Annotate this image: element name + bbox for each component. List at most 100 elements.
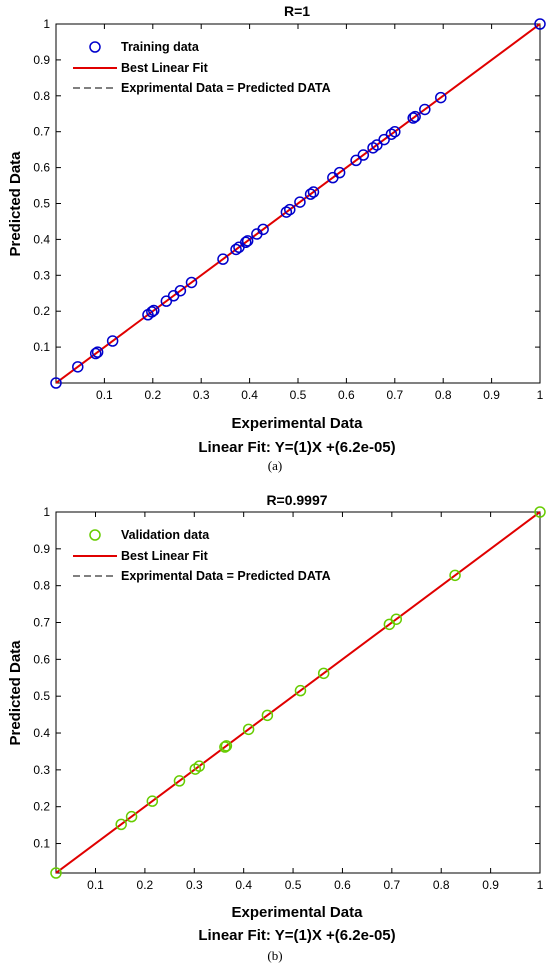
data-point xyxy=(419,103,431,116)
data-point xyxy=(174,284,187,297)
x-tick-label: 0.8 xyxy=(433,878,450,892)
y-axis-ticks: 0.1 0.2 0.3 0.4 0.5 0.6 0.7 0.8 0.9 1 xyxy=(33,505,540,851)
x-tick-label: 0.5 xyxy=(285,878,302,892)
data-point xyxy=(389,125,401,138)
data-point xyxy=(407,112,419,124)
data-point xyxy=(307,186,320,198)
legend-entry-identity: Exprimental Data = Predicted DATA xyxy=(121,569,331,583)
y-tick-label: 0.9 xyxy=(33,53,50,67)
x-tick-label: 0.6 xyxy=(338,388,355,402)
data-point xyxy=(350,154,362,167)
data-point xyxy=(371,139,383,151)
y-tick-label: 0.1 xyxy=(33,340,50,354)
data-point xyxy=(333,166,346,179)
data-point xyxy=(534,18,546,30)
y-tick-label: 0.8 xyxy=(33,579,50,593)
panel-caption: (a) xyxy=(268,458,282,473)
panel-b: R=0.9997 0.1 0.2 0.3 0.4 0.5 0.6 0.7 0.8 0.9 1 0.… xyxy=(7,492,546,963)
y-tick-label: 0.4 xyxy=(33,726,50,740)
plot-area-frame xyxy=(55,511,541,874)
data-point xyxy=(317,667,330,680)
legend: Training data Best Linear Fit Exprimenta… xyxy=(73,40,331,95)
legend-marker-circle xyxy=(89,41,101,53)
x-tick-label: 0.3 xyxy=(193,388,210,402)
validation-data-points xyxy=(50,506,546,879)
best-fit-line xyxy=(55,23,541,384)
y-tick-label: 0.3 xyxy=(33,763,50,777)
y-tick-label: 0.8 xyxy=(33,89,50,103)
data-point xyxy=(239,236,252,249)
legend-entry-validation: Validation data xyxy=(121,528,210,542)
data-point xyxy=(193,760,205,772)
x-tick-label: 0.8 xyxy=(435,388,452,402)
data-point xyxy=(242,723,255,736)
data-point xyxy=(91,346,104,358)
legend-marker-circle xyxy=(89,529,101,541)
y-tick-label: 0.5 xyxy=(33,197,50,211)
data-point xyxy=(146,306,158,318)
y-tick-label: 0.7 xyxy=(33,616,50,630)
data-point xyxy=(449,569,461,582)
y-tick-label: 0.5 xyxy=(33,689,50,703)
y-axis-label: Predicted Data xyxy=(7,151,24,257)
x-tick-label: 0.2 xyxy=(144,388,161,402)
y-tick-label: 1 xyxy=(43,17,50,31)
x-tick-label: 0.1 xyxy=(96,388,113,402)
data-point xyxy=(257,223,269,236)
data-point xyxy=(241,235,254,247)
data-point xyxy=(72,361,84,373)
data-point xyxy=(106,335,119,347)
data-point xyxy=(304,188,317,200)
legend-entry-training: Training data xyxy=(121,40,200,54)
data-point xyxy=(220,740,233,752)
data-point xyxy=(230,243,242,256)
y-tick-label: 0.6 xyxy=(33,652,50,666)
data-point xyxy=(390,613,403,625)
data-point xyxy=(284,203,296,216)
x-tick-label: 0.3 xyxy=(186,878,203,892)
y-tick-label: 0.7 xyxy=(33,125,50,139)
data-point xyxy=(115,818,127,831)
x-tick-label: 1 xyxy=(537,878,544,892)
data-point xyxy=(261,709,274,722)
y-tick-label: 0.2 xyxy=(33,304,50,318)
legend: Validation data Best Linear Fit Exprimen… xyxy=(73,528,331,583)
y-tick-label: 1 xyxy=(43,505,50,519)
x-axis-label: Experimental Data xyxy=(232,904,364,921)
data-point xyxy=(173,775,186,787)
chart-title: R=0.9997 xyxy=(266,492,327,508)
data-point xyxy=(50,377,62,389)
fit-equation: Linear Fit: Y=(1)X +(6.2e-05) xyxy=(198,927,395,944)
data-point xyxy=(294,196,306,208)
x-tick-label: 0.7 xyxy=(386,388,403,402)
x-axis-label: Experimental Data xyxy=(232,415,364,432)
data-point xyxy=(378,133,390,146)
legend-entry-identity: Exprimental Data = Predicted DATA xyxy=(121,81,331,95)
data-point xyxy=(89,347,102,360)
y-tick-label: 0.4 xyxy=(33,232,50,246)
y-tick-label: 0.2 xyxy=(33,800,50,814)
x-tick-label: 0.9 xyxy=(483,388,500,402)
x-tick-label: 0.4 xyxy=(235,878,252,892)
y-axis-ticks: 0.1 0.2 0.3 0.4 0.5 0.6 0.7 0.8 0.9 1 xyxy=(33,17,540,354)
data-point xyxy=(357,149,370,161)
chart-title: R=1 xyxy=(284,3,310,19)
data-point xyxy=(435,91,447,104)
data-point xyxy=(50,867,62,879)
training-data-points xyxy=(50,18,546,389)
x-axis-ticks: 0.1 0.2 0.3 0.4 0.5 0.6 0.7 0.8 0.9 1 xyxy=(96,24,544,402)
panel-a: R=1 0.1 0.2 0.3 0.4 0.5 0.6 0.7 0.8 0.9 1 0.10.20… xyxy=(7,3,546,473)
x-tick-label: 0.5 xyxy=(290,388,307,402)
x-tick-label: 1 xyxy=(537,388,544,402)
x-tick-label: 0.1 xyxy=(87,878,104,892)
data-point xyxy=(160,295,173,307)
data-point xyxy=(534,506,546,518)
x-tick-label: 0.2 xyxy=(137,878,154,892)
panel-caption: (b) xyxy=(267,948,282,963)
y-tick-label: 0.6 xyxy=(33,161,50,175)
y-tick-label: 0.1 xyxy=(33,837,50,851)
y-tick-label: 0.3 xyxy=(33,268,50,282)
data-point xyxy=(280,206,293,218)
data-point xyxy=(219,741,231,753)
